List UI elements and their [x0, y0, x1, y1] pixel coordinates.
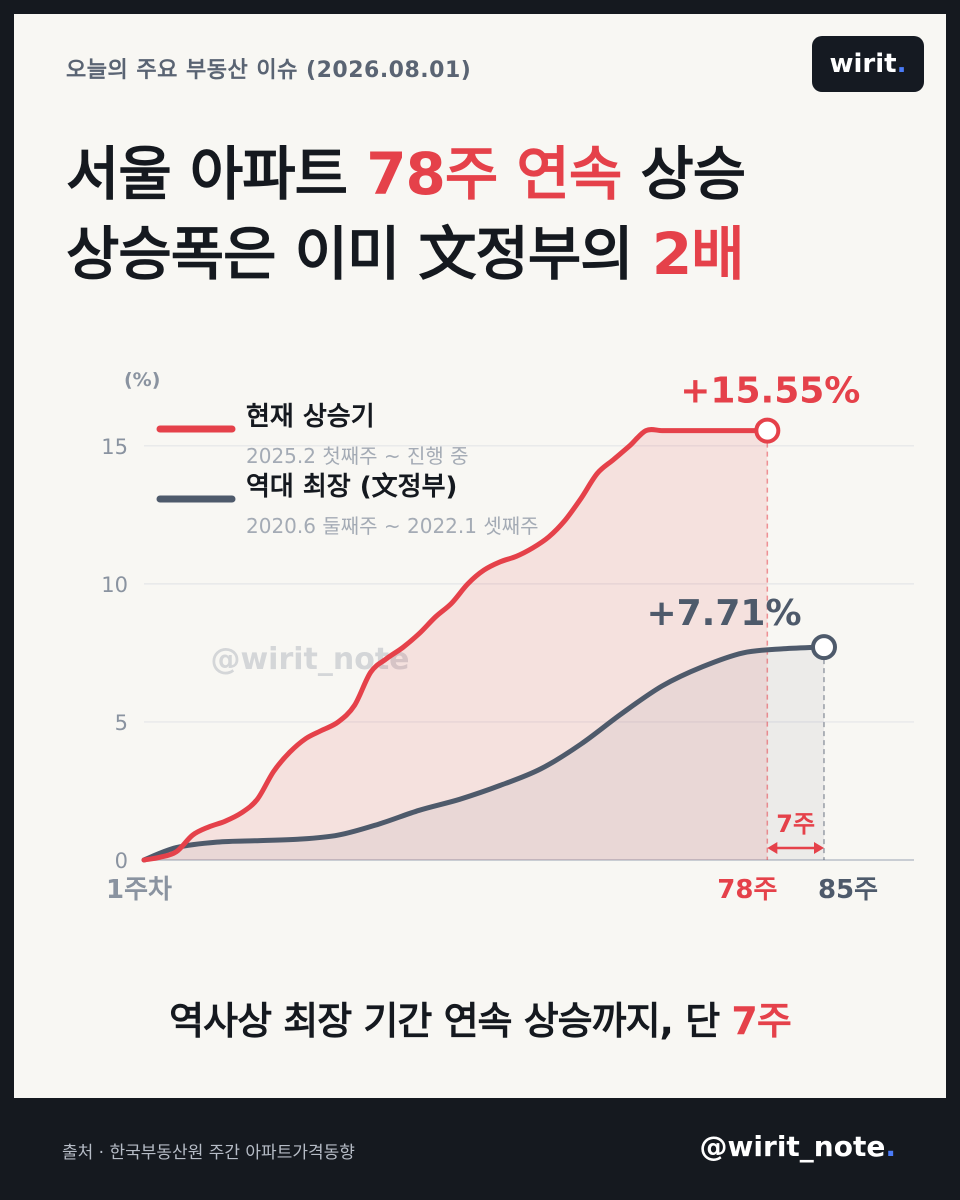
brand-badge: wirit.	[812, 36, 924, 92]
legend-period-current: 2025.2 첫째주 ~ 진행 중	[246, 444, 469, 468]
y-tick-label-1: 5	[115, 711, 128, 735]
series-line-current	[141, 427, 770, 863]
card: 오늘의 주요 부동산 이슈 (2026.08.01) wirit. 서울 아파트…	[14, 14, 946, 1098]
footer: 출처 · 한국부동산원 주간 아파트가격동향 @wirit_note.	[0, 1098, 960, 1200]
series-line-record	[141, 644, 827, 863]
y-tick-labels: 0 5 10 15	[101, 435, 128, 873]
area-record	[144, 647, 824, 860]
footer-handle-text: @wirit_note	[699, 1130, 886, 1163]
conclusion-text: 역사상 최장 기간 연속 상승까지, 단	[169, 999, 732, 1043]
footer-handle-dot: .	[885, 1130, 896, 1163]
gap-arrowhead-left	[767, 842, 778, 854]
line-chart: @wirit_note 0 5 10 15 (%) +15.55% +7.71% 7주…	[101, 369, 914, 905]
headline-line-2-highlight: 2배	[651, 220, 745, 288]
x-start-label: 1주차	[106, 875, 172, 905]
gap-label: 7주	[776, 810, 815, 838]
legend: 현재 상승기 2025.2 첫째주 ~ 진행 중 역대 최장 (文정부) 202…	[156, 402, 539, 538]
headline-line-1-highlight: 78주 연속	[366, 140, 622, 208]
conclusion: 역사상 최장 기간 연속 상승까지, 단 7주	[14, 990, 946, 1045]
brand-dot: .	[896, 49, 907, 79]
end-value-label-current: +15.55%	[680, 371, 860, 412]
y-tick-label-0: 0	[115, 849, 128, 873]
conclusion-highlight: 7주	[731, 999, 791, 1043]
gap-annotation: 7주	[767, 810, 824, 854]
footer-handle: @wirit_note.	[700, 1130, 896, 1163]
source-note: 출처 · 한국부동산원 주간 아파트가격동향	[62, 1143, 355, 1163]
legend-label-record: 역대 최장 (文정부)	[246, 471, 457, 502]
y-tick-label-2: 10	[101, 573, 128, 597]
gap-arrowhead-right	[814, 842, 824, 854]
x-end-label-current: 78주	[717, 875, 777, 905]
end-point-record	[811, 634, 837, 661]
legend-period-record: 2020.6 둘째주 ~ 2022.1 셋째주	[246, 514, 539, 538]
area-current	[144, 429, 768, 860]
legend-label-current: 현재 상승기	[246, 402, 375, 432]
headline-line-2: 상승폭은 이미 文정부의 2배	[66, 214, 916, 294]
y-tick-label-3: 15	[101, 435, 128, 459]
x-end-label-record: 85주	[818, 875, 878, 905]
y-axis-unit: (%)	[124, 369, 160, 391]
gridlines	[144, 445, 914, 861]
brand-name: wirit	[829, 49, 897, 79]
headline-line-1-text-b: 상승	[621, 140, 746, 208]
issue-subtitle: 오늘의 주요 부동산 이슈 (2026.08.01)	[66, 58, 472, 83]
watermark: @wirit_note	[210, 642, 409, 677]
end-value-label-record: +7.71%	[646, 593, 801, 634]
headline: 서울 아파트 78주 연속 상승 상승폭은 이미 文정부의 2배	[66, 134, 916, 294]
headline-line-2-text-a: 상승폭은 이미 文정부의	[66, 220, 652, 288]
headline-line-1: 서울 아파트 78주 연속 상승	[66, 134, 916, 214]
headline-line-1-text-a: 서울 아파트	[66, 140, 367, 208]
end-point-current	[754, 417, 781, 444]
